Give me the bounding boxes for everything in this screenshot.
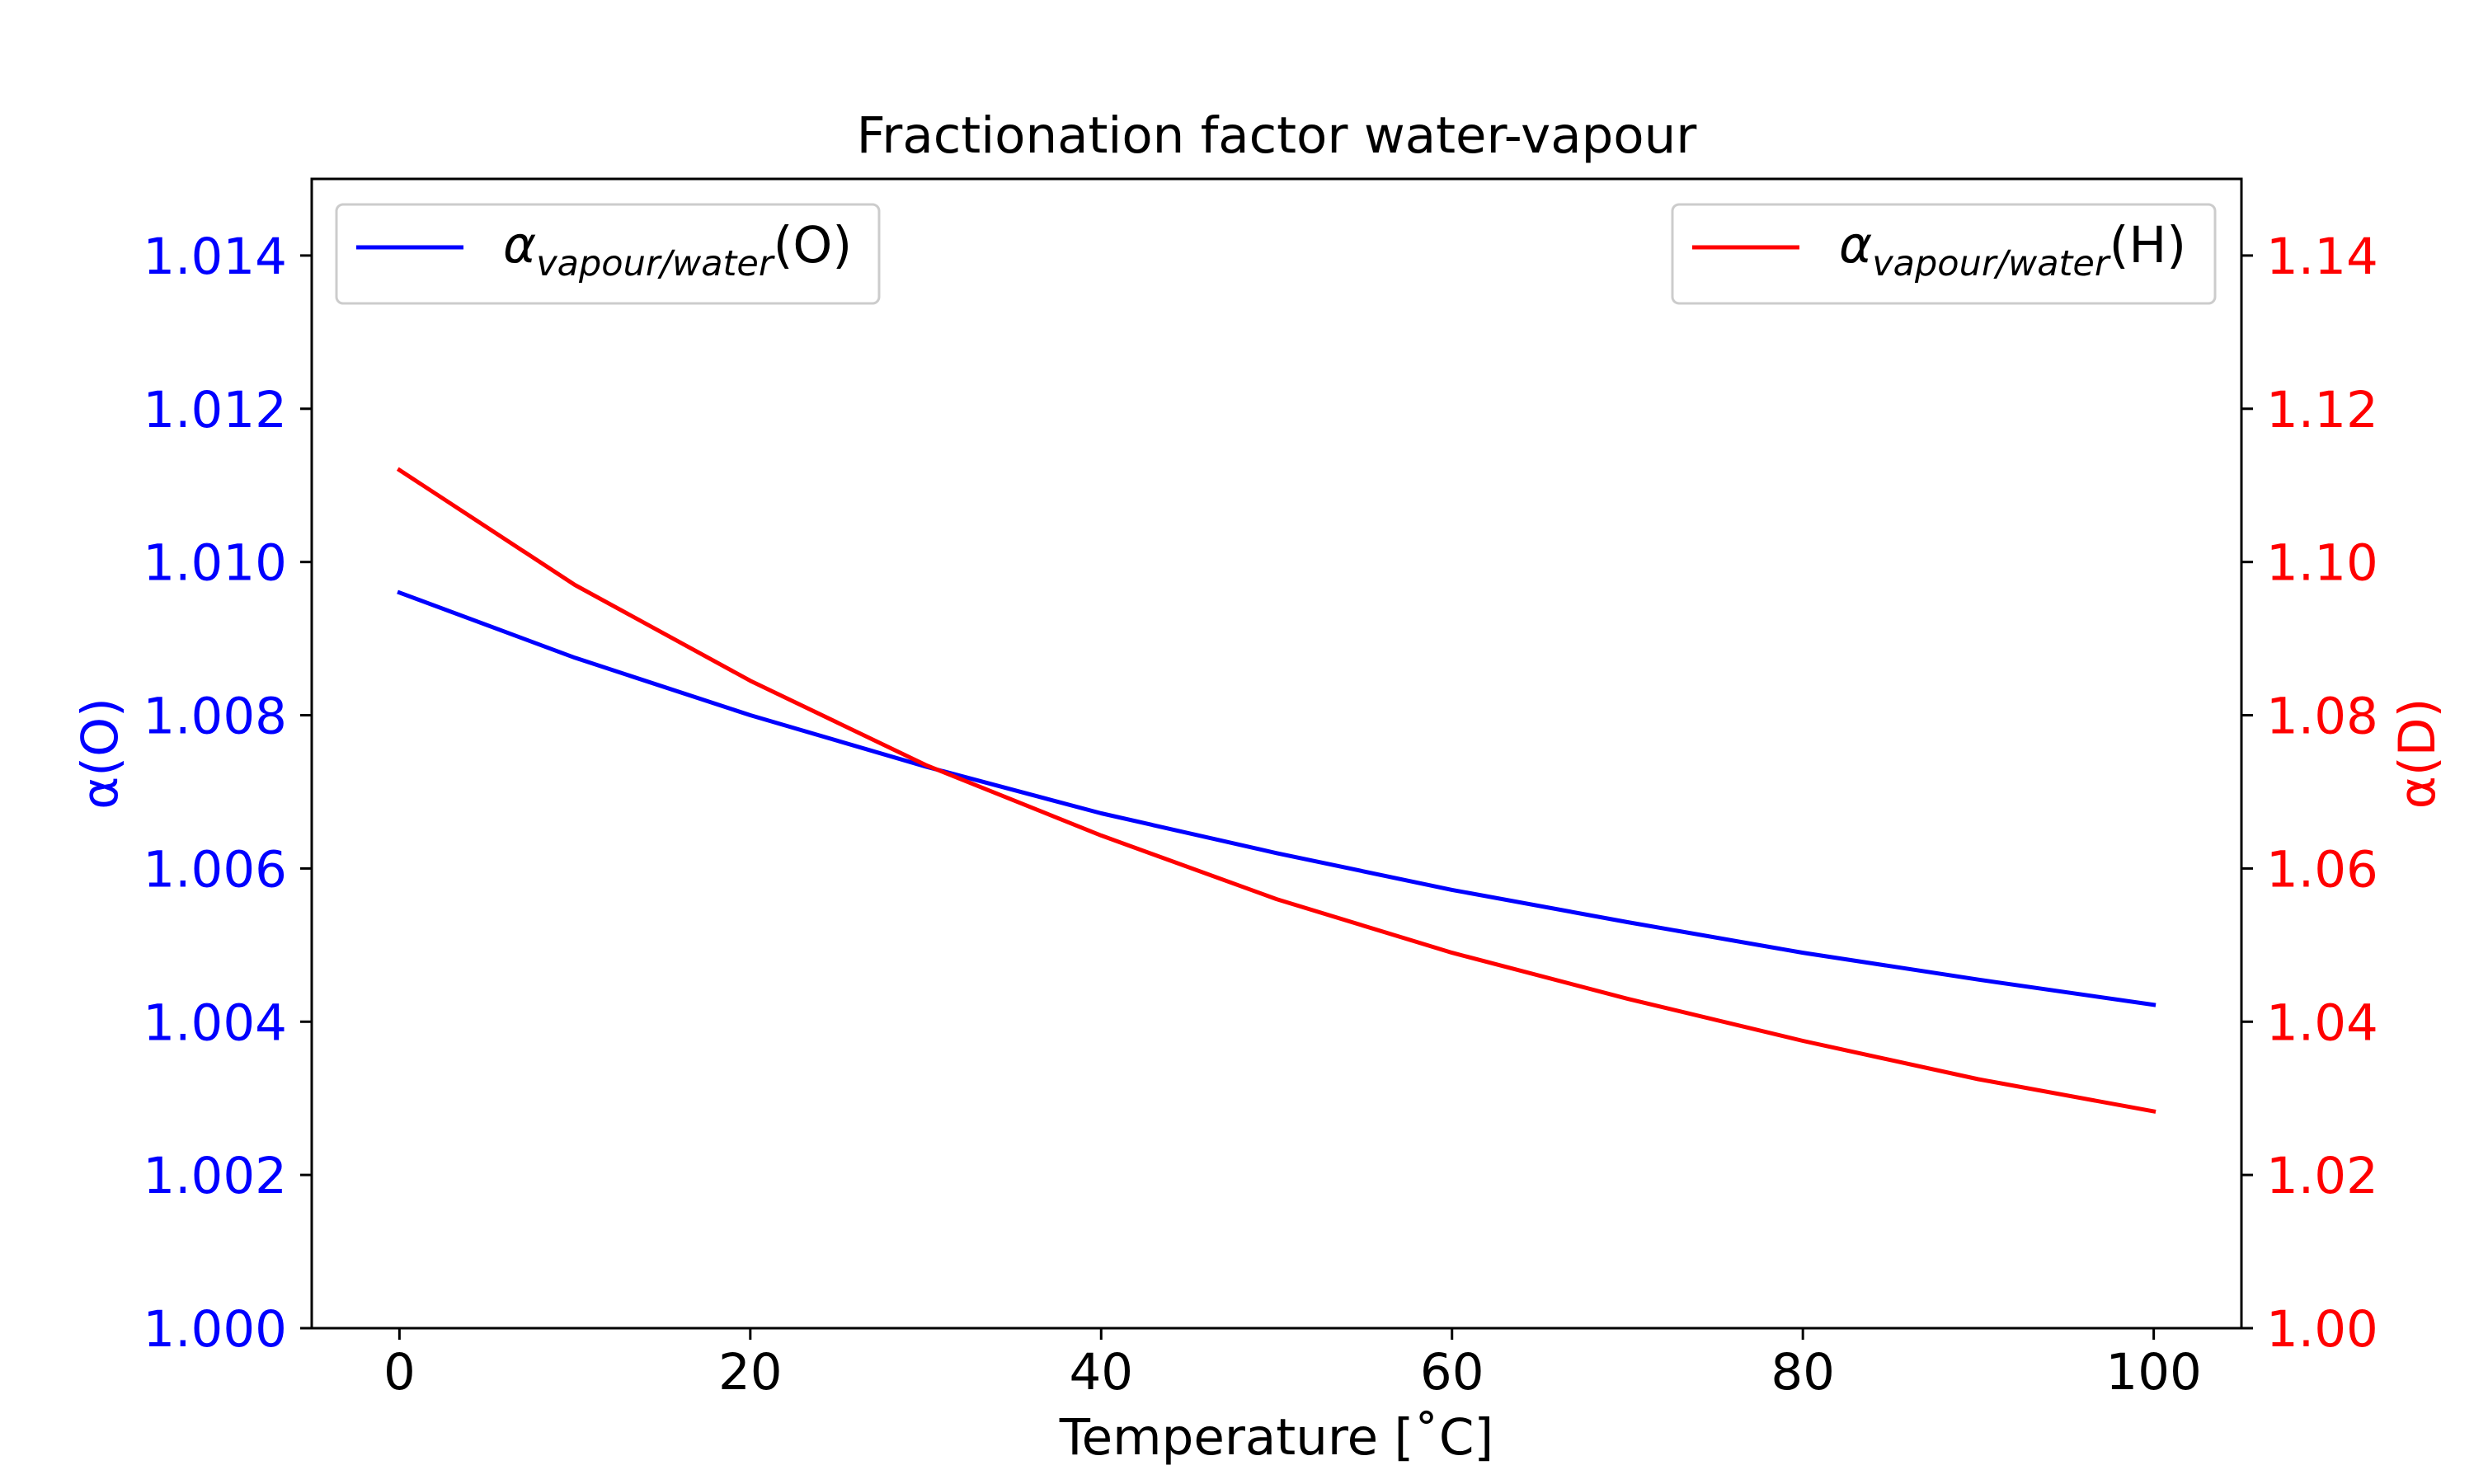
right-y-tick-label: 1.02 [2266,1147,2378,1205]
right-y-tick-label: 1.14 [2266,228,2378,286]
right-y-tick-label: 1.10 [2266,534,2378,593]
right-y-tick-label: 1.06 [2266,840,2378,899]
left-y-tick-label: 1.006 [143,840,287,899]
right-y-tick-label: 1.12 [2266,381,2378,439]
right-y-tick-label: 1.04 [2266,993,2378,1052]
right-y-axis-label: α(D) [2388,698,2447,810]
series-layer [396,467,2157,1114]
legend-label: αvapour/water(O) [503,216,852,284]
left-y-axis-ticks: 1.000 1.002 1.004 1.006 1.008 1.010 1.012 1.014 [143,228,312,1359]
left-y-tick-label: 1.002 [143,1147,287,1205]
left-y-tick-label: 1.012 [143,381,287,439]
right-y-axis-ticks: 1.00 1.02 1.04 1.06 1.08 1.10 1.12 1.14 [2241,228,2378,1359]
left-y-tick-label: 1.004 [143,993,287,1052]
legend-deuterium: αvapour/water(H) [1671,203,2217,305]
legend-box [335,203,881,305]
legend-oxygen: αvapour/water(O) [335,203,881,305]
left-y-tick-label: 1.010 [143,534,287,593]
x-tick-label: 100 [2105,1343,2201,1402]
series-line-deuterium [396,467,2157,1114]
x-tick-label: 80 [1771,1343,1835,1402]
series-line-oxygen [397,589,2157,1007]
right-y-tick-label: 1.00 [2266,1300,2378,1359]
x-tick-label: 40 [1069,1343,1133,1402]
x-axis-label: Temperature [˚C] [1059,1408,1493,1467]
left-y-tick-label: 1.008 [143,688,287,746]
x-tick-label: 20 [718,1343,783,1402]
left-y-axis-label: α(O) [71,697,129,810]
x-tick-label: 60 [1420,1343,1484,1402]
right-y-tick-label: 1.08 [2266,688,2378,746]
x-tick-label: 0 [383,1343,416,1402]
legend-label: αvapour/water(H) [1839,216,2186,284]
left-y-tick-label: 1.014 [143,228,287,286]
legend-box [1671,203,2217,305]
x-axis-ticks: 0 20 40 60 80 100 [383,1328,2202,1402]
chart-title: Fractionation factor water-vapour [857,106,1698,165]
plot-frame [310,177,2243,1330]
left-y-tick-label: 1.000 [143,1300,287,1359]
